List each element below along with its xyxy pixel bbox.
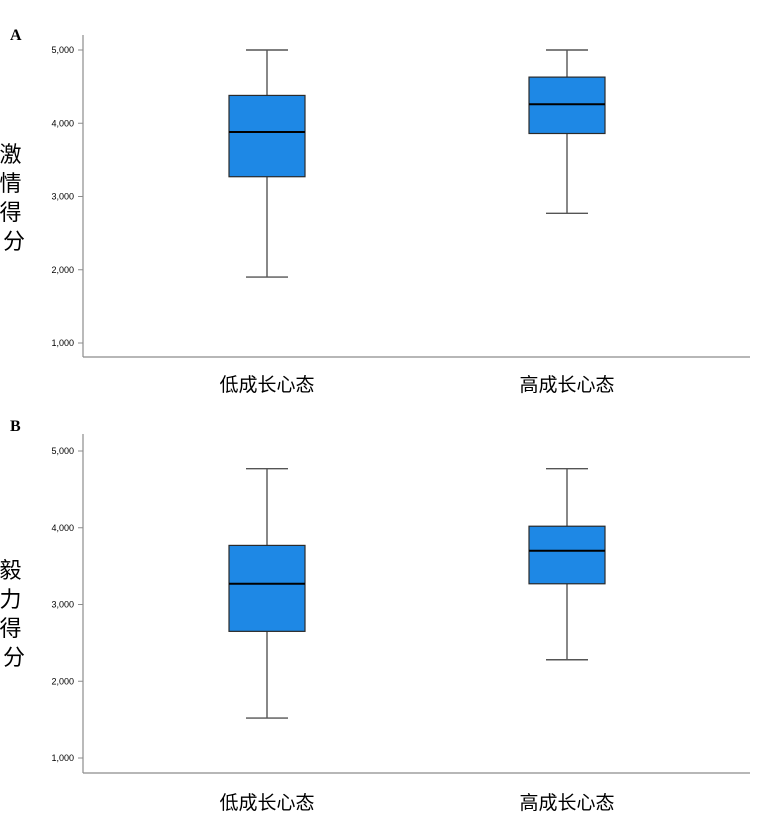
y-axis-label-char: 得 [0, 617, 22, 642]
y-axis-label-char: 力 [0, 588, 22, 613]
y-axis-label-char: 毅 [0, 559, 22, 584]
y-axis-label-char: 激 [0, 143, 22, 168]
y-axis-label-char: 分 [3, 646, 25, 671]
y-tick-label: 2,000 [51, 265, 74, 275]
iqr-box [528, 76, 606, 135]
x-category-label: 高成长心态 [519, 792, 614, 814]
iqr-box [528, 525, 606, 585]
panel-b: B 毅 力 得 分 1,000 2,000 3,000 4,000 5,000 低成长心态… [0, 418, 750, 814]
y-axis-label-a: 激 情 得 分 [0, 143, 29, 255]
x-category-label: 低成长心态 [219, 792, 314, 814]
x-category-label: 低成长心态 [219, 374, 314, 396]
y-tick-label: 4,000 [51, 118, 74, 128]
y-tick-label: 3,000 [51, 192, 74, 202]
y-tick-label: 2,000 [51, 676, 74, 686]
y-tick-label: 4,000 [51, 523, 74, 533]
x-category-label: 高成长心态 [519, 374, 614, 396]
panel-letter-a: A [10, 27, 22, 44]
y-axis-label-char: 分 [3, 230, 25, 255]
y-tick-label: 1,000 [51, 338, 74, 348]
iqr-box [228, 94, 306, 178]
y-tick-label: 3,000 [51, 600, 74, 610]
y-axis-label-b: 毅 力 得 分 [0, 559, 29, 671]
panel-a: A 激 情 得 分 1,000 2,000 3,000 4,000 5,000 低成长心态… [0, 27, 750, 396]
y-tick-label: 5,000 [51, 446, 74, 456]
panel-letter-b: B [10, 418, 21, 435]
y-tick-label: 5,000 [51, 45, 74, 55]
y-axis-label-char: 得 [0, 201, 22, 226]
y-axis-label-char: 情 [0, 172, 22, 197]
y-tick-label: 1,000 [51, 753, 74, 763]
iqr-box [228, 544, 306, 632]
